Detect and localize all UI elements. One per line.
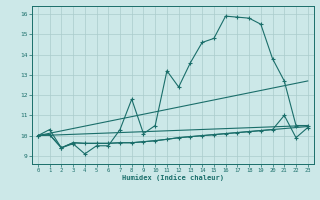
X-axis label: Humidex (Indice chaleur): Humidex (Indice chaleur) <box>122 175 224 181</box>
